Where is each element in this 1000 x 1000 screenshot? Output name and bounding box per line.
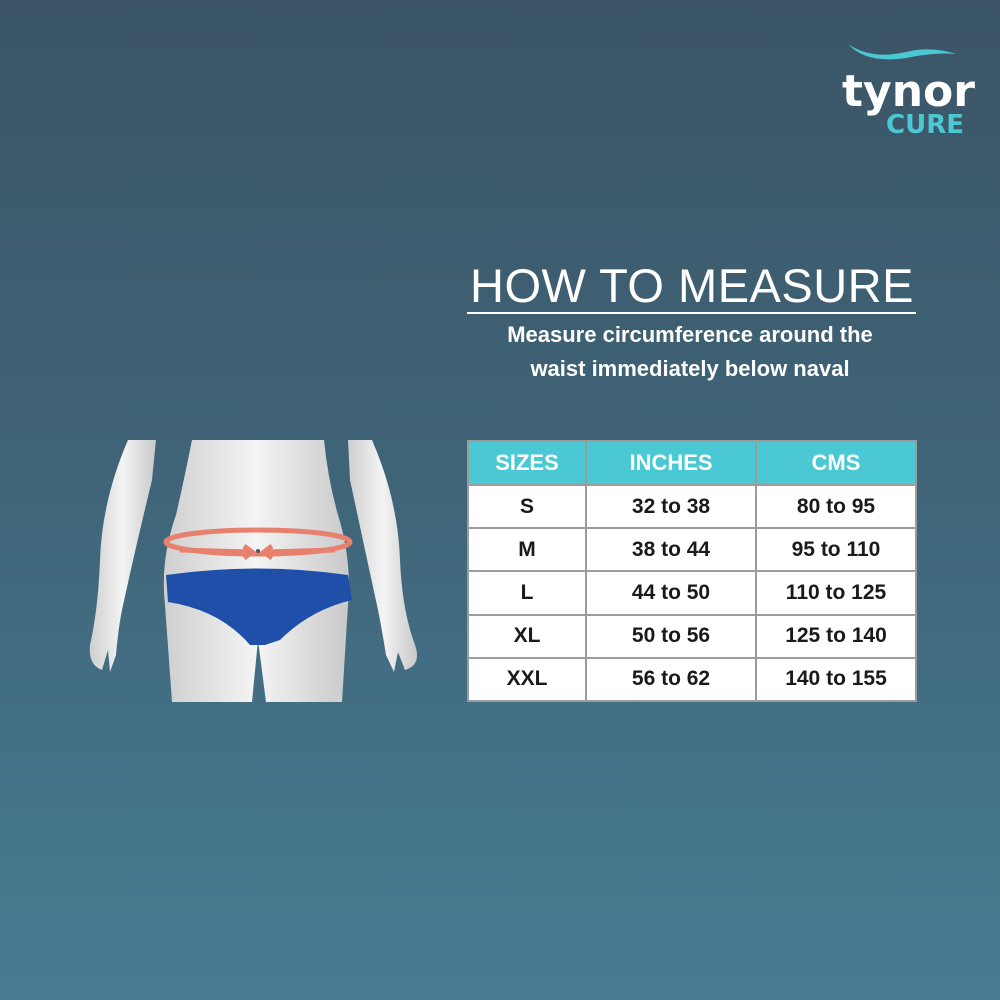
size-chart-table: SIZES INCHES CMS S 32 to 38 80 to 95 M 38 t… — [467, 440, 917, 703]
instructions: Measure circumference around the waist i… — [462, 318, 918, 386]
instruction-line-1: Measure circumference around the — [507, 322, 873, 347]
size-cell: S — [467, 483, 587, 530]
inches-cell: 38 to 44 — [585, 527, 757, 573]
instruction-line-2: waist immediately below naval — [530, 356, 850, 381]
table-header-row: SIZES INCHES CMS — [467, 440, 917, 486]
cms-cell: 125 to 140 — [755, 613, 917, 659]
table-row: S 32 to 38 80 to 95 — [467, 483, 917, 530]
arrow-icon — [179, 544, 336, 560]
inches-cell: 50 to 56 — [585, 613, 757, 659]
brand-sub: CURE — [886, 110, 964, 140]
right-arm — [348, 440, 418, 672]
page-title: HOW TO MEASURE — [470, 259, 914, 312]
inches-cell: 32 to 38 — [585, 483, 757, 530]
table-row: XL 50 to 56 125 to 140 — [467, 613, 917, 659]
size-cell: XL — [467, 613, 587, 659]
inches-cell: 56 to 62 — [585, 656, 757, 703]
table-row: L 44 to 50 110 to 125 — [467, 570, 917, 616]
table-row: M 38 to 44 95 to 110 — [467, 527, 917, 573]
measuring-tape — [163, 527, 353, 557]
table-row: XXL 56 to 62 140 to 155 — [467, 656, 917, 703]
header-sizes: SIZES — [467, 440, 587, 486]
cms-cell: 110 to 125 — [755, 570, 917, 616]
cms-cell: 140 to 155 — [755, 656, 917, 703]
cms-cell: 95 to 110 — [755, 527, 917, 573]
size-cell: XXL — [467, 656, 587, 703]
size-cell: M — [467, 527, 587, 573]
header-inches: INCHES — [585, 440, 757, 486]
inches-cell: 44 to 50 — [585, 570, 757, 616]
navel-marker — [256, 549, 260, 553]
header-cms: CMS — [755, 440, 917, 486]
title-underline — [467, 312, 916, 314]
waist-measurement-figure — [89, 440, 418, 702]
cms-cell: 80 to 95 — [755, 483, 917, 530]
wave-icon — [848, 44, 956, 60]
size-cell: L — [467, 570, 587, 616]
brand-logo: tynor CURE — [836, 40, 975, 140]
left-arm — [89, 440, 156, 672]
brand-name: tynor — [842, 66, 975, 117]
briefs — [166, 568, 352, 645]
